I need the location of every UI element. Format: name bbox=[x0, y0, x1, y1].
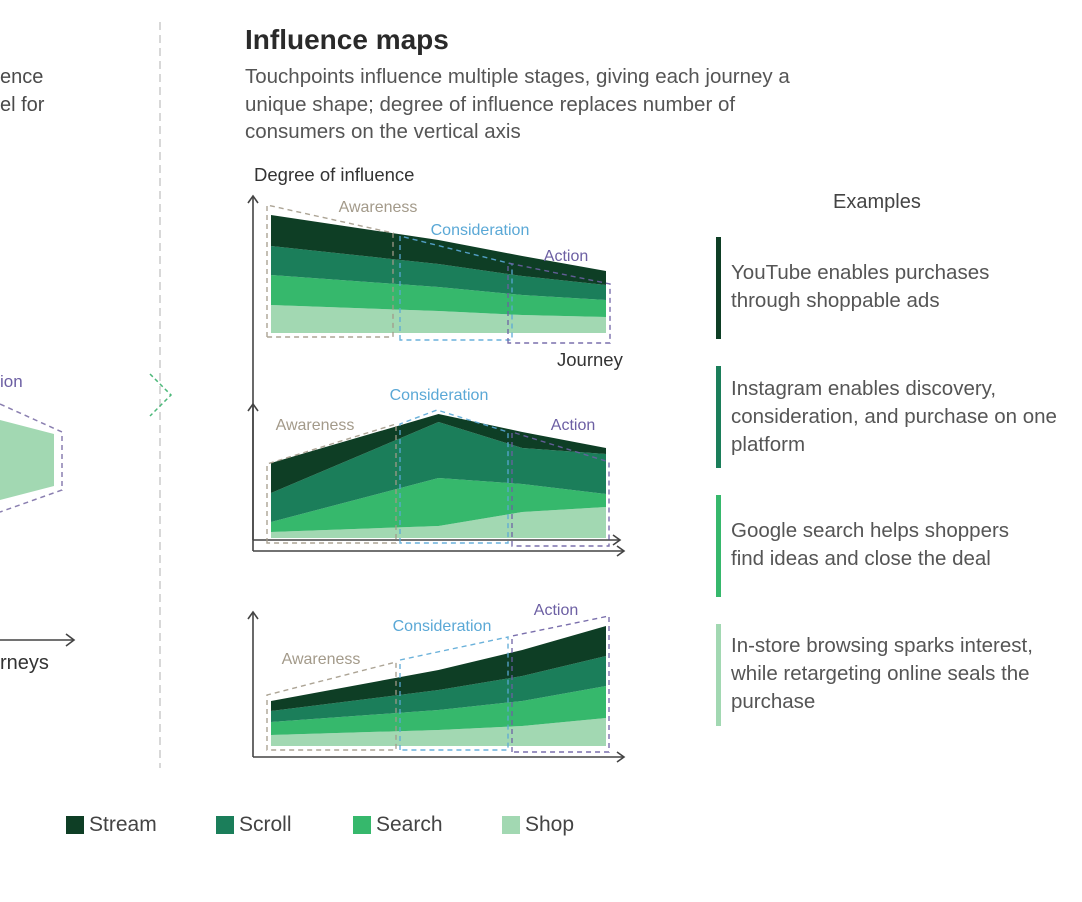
chart1-stage-label-consideration: Consideration bbox=[431, 222, 530, 239]
left-panel-text-line1: ence bbox=[0, 66, 44, 88]
chart3-area-shop bbox=[271, 718, 606, 746]
example-instagram: Instagram enables discovery, considerati… bbox=[716, 366, 1061, 468]
legend-label-scroll: Scroll bbox=[239, 813, 292, 836]
legend-item-stream: Stream bbox=[66, 813, 157, 837]
chart2-area-stream bbox=[271, 414, 606, 493]
y-axis-label: Degree of influence bbox=[254, 164, 415, 185]
chart2-outline-action bbox=[511, 431, 610, 547]
legend-label-search: Search bbox=[376, 813, 443, 836]
legend-swatch-shop bbox=[502, 816, 520, 834]
legend-label-shop: Shop bbox=[525, 813, 575, 836]
legend-item-scroll: Scroll bbox=[216, 813, 292, 837]
chart3-area-stream bbox=[271, 626, 606, 711]
page-subtitle: Touchpoints influence multiple stages, g… bbox=[245, 65, 790, 143]
legend-item-shop: Shop bbox=[502, 813, 574, 837]
chart1-outline-action bbox=[507, 262, 611, 344]
chart3-outline-consideration bbox=[399, 636, 509, 751]
example-google-text: Google search helps shoppers find ideas … bbox=[731, 519, 1010, 570]
chart3-x-arrow bbox=[616, 751, 626, 763]
chart3-y-arrow bbox=[247, 610, 259, 620]
left-panel-text-line2: el for bbox=[0, 94, 45, 116]
example-youtube: YouTube enables purchases through shoppa… bbox=[716, 237, 1021, 339]
chart2-stage-label-awareness: Awareness bbox=[276, 417, 355, 434]
left-panel-x-arrow bbox=[65, 633, 76, 647]
chart1-area-shop bbox=[271, 305, 606, 333]
chart2-area-shop bbox=[271, 507, 606, 538]
chart3-outline-awareness bbox=[266, 661, 397, 751]
example-instagram-text: Instagram enables discovery, considerati… bbox=[731, 377, 1057, 456]
x-axis-label: Journey bbox=[557, 349, 623, 370]
chart3-stage-label-consideration: Consideration bbox=[393, 618, 492, 635]
legend-item-search: Search bbox=[353, 813, 443, 837]
left-panel-stage-label: ion bbox=[0, 372, 23, 391]
legend-swatch-stream bbox=[66, 816, 84, 834]
left-panel-graphics bbox=[0, 22, 173, 768]
example-instore: In-store browsing sparks interest, while… bbox=[716, 624, 1066, 726]
chart2-x-arrow bbox=[616, 545, 626, 557]
chart1-y-arrow bbox=[247, 194, 259, 204]
chart1-stage-label-awareness: Awareness bbox=[339, 199, 418, 216]
chart1-area-search bbox=[271, 275, 606, 317]
chart2-y-arrow bbox=[247, 402, 259, 412]
legend-swatch-search bbox=[353, 816, 371, 834]
chart1-x-arrow bbox=[612, 534, 622, 546]
left-panel-hexagon-fill bbox=[0, 420, 54, 500]
chart1-area-stream bbox=[271, 215, 606, 285]
left-panel-axis-label: rneys bbox=[0, 652, 49, 674]
example-google: Google search helps shoppers find ideas … bbox=[716, 495, 1041, 597]
chart2-stage-label-action: Action bbox=[551, 417, 595, 434]
legend-swatch-scroll bbox=[216, 816, 234, 834]
examples-title: Examples bbox=[833, 191, 921, 213]
chart3-area-scroll bbox=[271, 656, 606, 722]
chart3-stage-label-awareness: Awareness bbox=[282, 651, 361, 668]
chevron-right-icon bbox=[149, 373, 173, 417]
chart1-outline-awareness bbox=[266, 204, 394, 338]
chart2-area-scroll bbox=[271, 422, 606, 522]
legend-label-stream: Stream bbox=[89, 813, 157, 836]
influence-charts: Awareness Consideration Action Awareness Con… bbox=[247, 194, 626, 763]
chart2-stage-label-consideration: Consideration bbox=[390, 387, 489, 404]
example-instore-text: In-store browsing sparks interest, while… bbox=[731, 634, 1033, 713]
chart3-area-search bbox=[271, 686, 606, 735]
chart3-stage-label-action: Action bbox=[534, 602, 578, 619]
chart1-stage-label-action: Action bbox=[544, 248, 588, 265]
left-panel-text: ence el for bbox=[0, 63, 44, 119]
chart1-area-scroll bbox=[271, 246, 606, 300]
chart2-outline-consideration bbox=[399, 409, 509, 544]
chart2-area-search bbox=[271, 478, 606, 532]
example-youtube-text: YouTube enables purchases through shoppa… bbox=[731, 261, 990, 312]
page-title: Influence maps bbox=[245, 24, 449, 55]
